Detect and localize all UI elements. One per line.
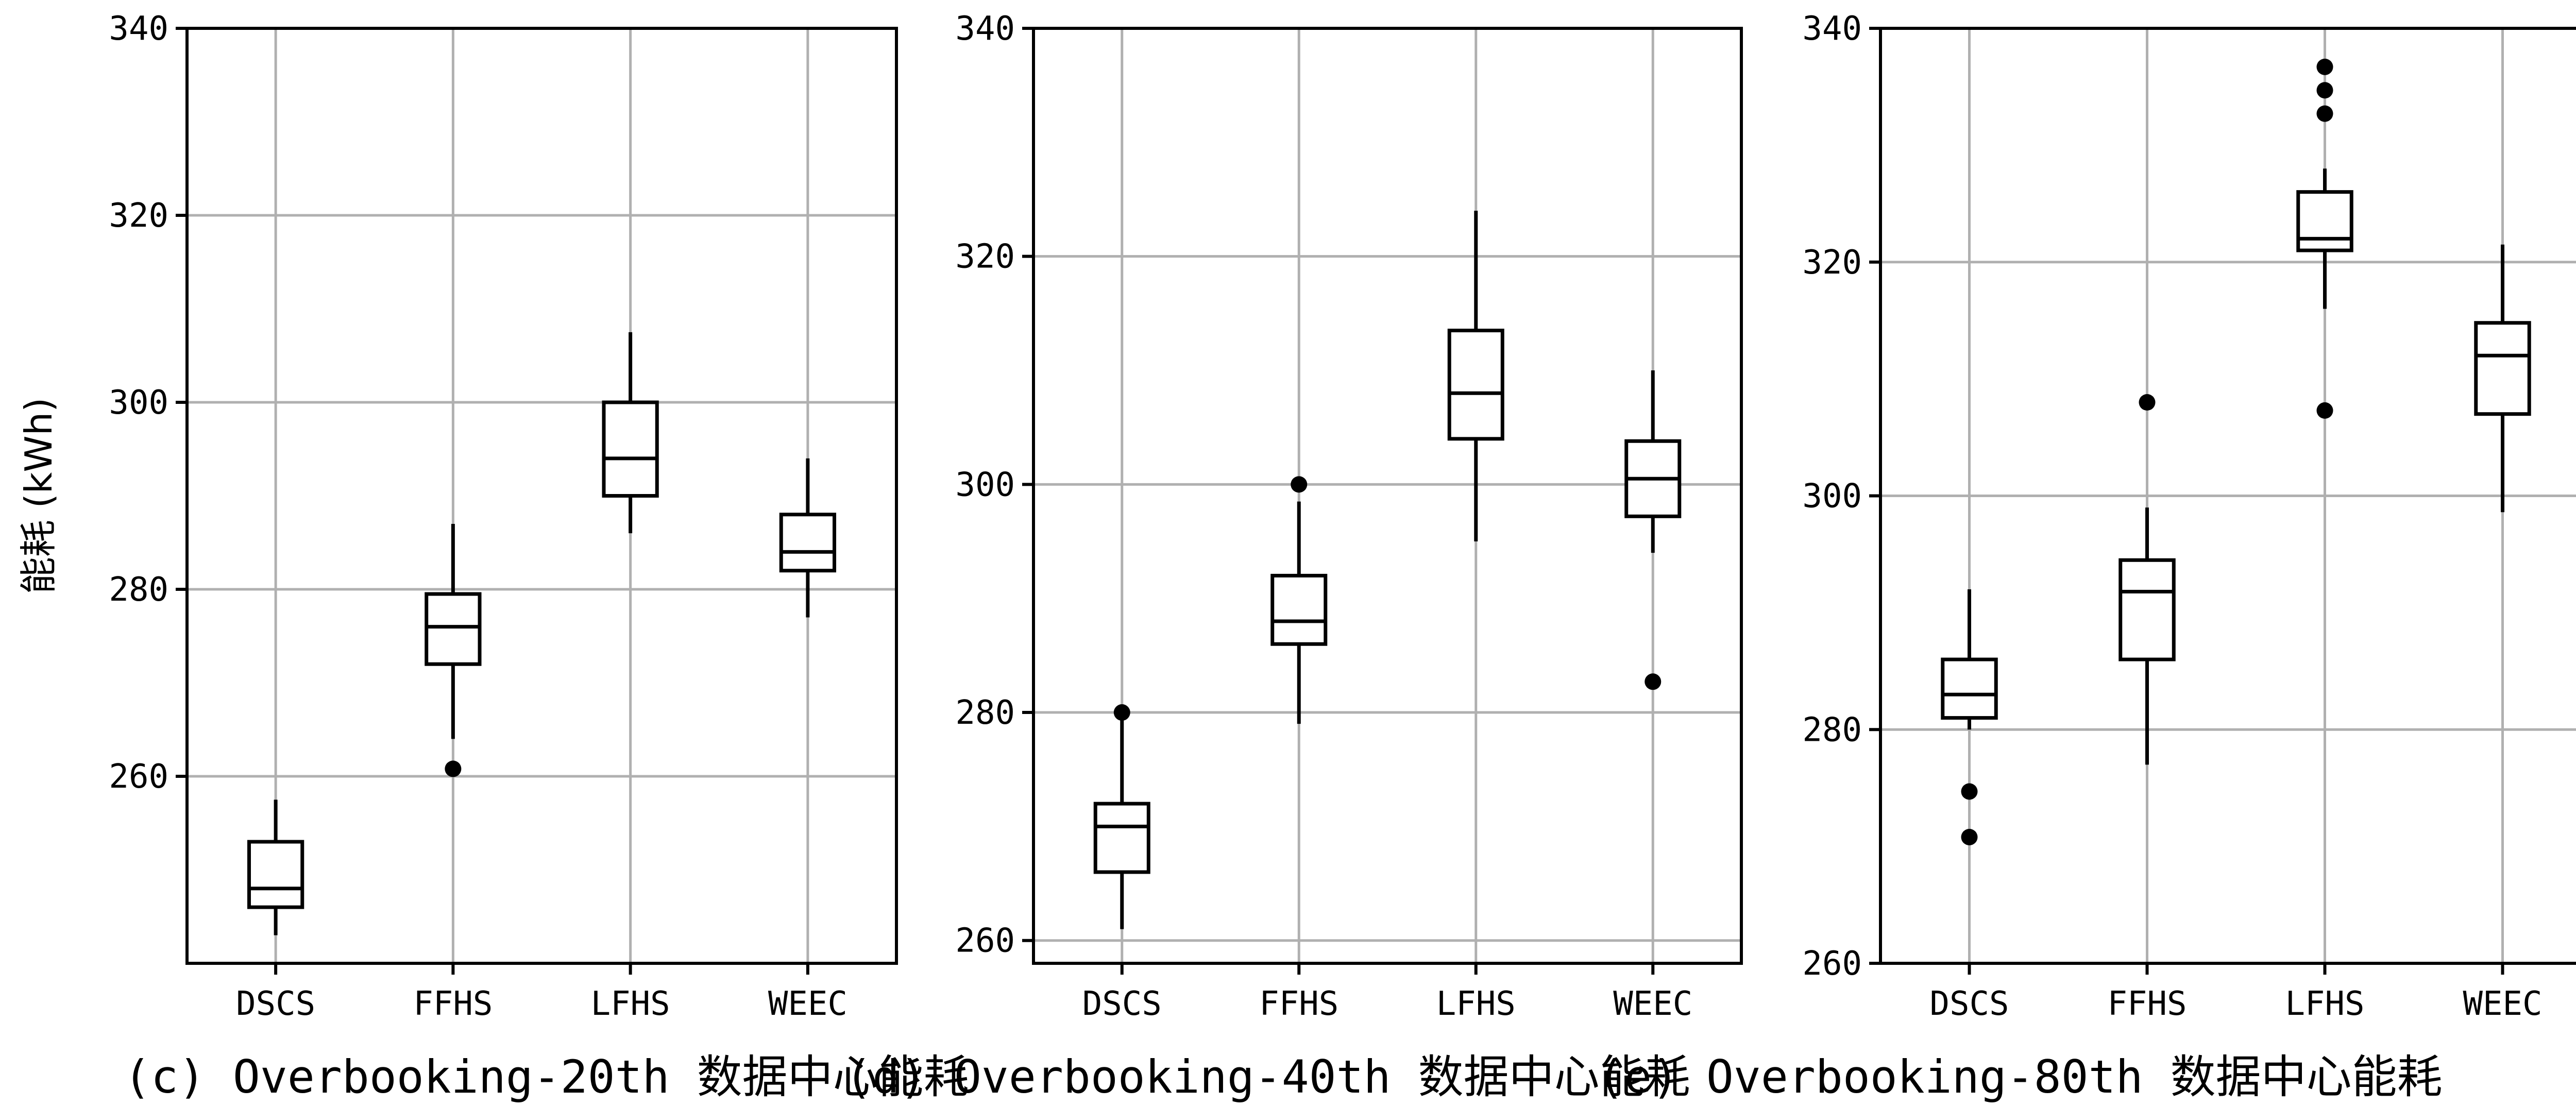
x-tick-label-weec: WEEC [1613, 985, 1692, 1023]
caption-d: (d) Overbooking-40th 数据中心能耗 [845, 1050, 1690, 1103]
y-tick-label-260: 260 [109, 758, 168, 796]
y-tick-label-320: 320 [109, 197, 168, 235]
box-dscs [1093, 802, 1150, 874]
box-weec [2474, 321, 2531, 416]
outlier-point-lfhs-2 [2316, 82, 2333, 99]
x-tick-label-ffhs: FFHS [2107, 985, 2187, 1023]
y-tick-label-280: 280 [109, 571, 168, 609]
box-lfhs [2296, 190, 2353, 252]
x-tick-label-ffhs: FFHS [1259, 985, 1338, 1023]
y-tick-label-280: 280 [955, 694, 1015, 732]
y-tick-label-280: 280 [1802, 711, 1862, 749]
outlier-point-lfhs-1 [2316, 105, 2333, 122]
x-tick-label-ffhs: FFHS [413, 985, 493, 1023]
x-tick-label-lfhs: LFHS [591, 985, 670, 1023]
x-tick-label-weec: WEEC [2463, 985, 2542, 1023]
outlier-point-lfhs-3 [2316, 58, 2333, 75]
y-tick-label-300: 300 [955, 466, 1015, 504]
y-tick-label-320: 320 [955, 238, 1015, 276]
box-ffhs [425, 592, 482, 666]
box-dscs [247, 840, 304, 909]
y-tick-label-320: 320 [1802, 244, 1862, 282]
box-lfhs [602, 400, 659, 498]
y-tick-label-300: 300 [1802, 478, 1862, 516]
outlier-point-lfhs-0 [2316, 402, 2333, 419]
y-tick-label-300: 300 [109, 384, 168, 422]
outlier-point-dscs-0 [1113, 704, 1130, 721]
y-tick-label-340: 340 [1802, 10, 1862, 48]
box-weec [779, 513, 837, 573]
x-tick-label-lfhs: LFHS [2285, 985, 2364, 1023]
caption-e: (e) Overbooking-80th 数据中心能耗 [1597, 1050, 2443, 1103]
axes-frame [1032, 27, 1743, 965]
box-ffhs [1270, 573, 1328, 646]
outlier-point-dscs-0 [1961, 783, 1978, 800]
x-tick-label-weec: WEEC [768, 985, 848, 1023]
caption-c: (c) Overbooking-20th 数据中心能耗 [124, 1050, 969, 1103]
box-ffhs [2119, 558, 2176, 661]
x-tick-label-dscs: DSCS [1929, 985, 2009, 1023]
y-tick-label-260: 260 [1802, 945, 1862, 983]
y-tick-label-340: 340 [955, 10, 1015, 48]
outlier-point-ffhs-0 [1291, 476, 1308, 493]
y-tick-label-340: 340 [109, 10, 168, 48]
x-tick-label-lfhs: LFHS [1436, 985, 1516, 1023]
outlier-point-ffhs-0 [2139, 394, 2156, 411]
x-tick-label-dscs: DSCS [236, 985, 315, 1023]
y-tick-label-260: 260 [955, 922, 1015, 960]
outlier-point-ffhs-0 [445, 760, 462, 777]
outlier-point-dscs-1 [1961, 828, 1978, 845]
outlier-point-weec-0 [1645, 673, 1662, 690]
axes-frame [185, 27, 898, 965]
y-axis-label: 能耗 (kWh) [17, 398, 60, 594]
box-dscs [1941, 657, 1998, 720]
x-tick-label-dscs: DSCS [1082, 985, 1162, 1023]
box-lfhs [1447, 329, 1504, 441]
